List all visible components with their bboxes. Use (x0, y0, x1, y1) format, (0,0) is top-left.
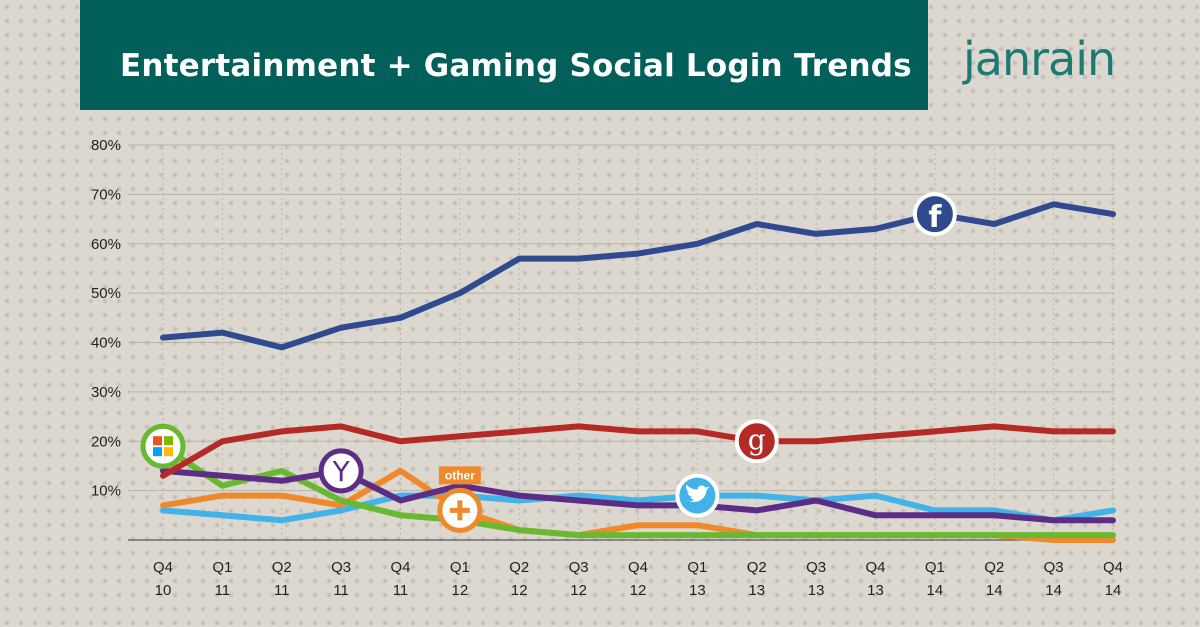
brand-logo: janrain (963, 32, 1116, 86)
facebook-icon: f (912, 192, 957, 237)
x-tick-label-quarter: Q4 (1103, 559, 1123, 576)
x-tick-label-quarter: Q4 (865, 559, 885, 576)
svg-text:other: other (445, 468, 475, 482)
x-tick-label-year: 12 (630, 582, 647, 599)
series-markers: other Yg f (140, 192, 957, 533)
x-tick-label-year: 14 (1105, 582, 1122, 599)
x-tick-label-quarter: Q3 (806, 559, 826, 576)
y-tick-label: 40% (91, 335, 121, 352)
y-tick-label: 50% (91, 285, 121, 302)
x-tick-label-quarter: Q3 (569, 559, 589, 576)
x-tick-label-year: 13 (689, 582, 706, 599)
series-line-facebook (160, 201, 1116, 351)
x-tick-label-year: 13 (867, 582, 884, 599)
svg-text:g: g (748, 423, 766, 456)
x-tick-label-year: 10 (155, 582, 172, 599)
series-label-other: other (438, 466, 481, 485)
x-tick-label-year: 11 (393, 582, 409, 599)
y-tick-label: 10% (91, 483, 121, 500)
series-line-microsoft (160, 443, 1116, 539)
google-icon: g (734, 419, 779, 464)
x-tick-label-quarter: Q2 (272, 559, 292, 576)
x-tick-label-year: 12 (570, 582, 587, 599)
x-tick-label-year: 12 (452, 582, 469, 599)
x-tick-label-year: 11 (333, 582, 349, 599)
x-tick-label-quarter: Q1 (212, 559, 232, 576)
y-tick-label: 30% (91, 384, 121, 401)
x-tick-label-year: 14 (1045, 582, 1062, 599)
x-tick-label-quarter: Q1 (687, 559, 707, 576)
twitter-icon (675, 473, 720, 518)
x-tick-label-quarter: Q2 (509, 559, 529, 576)
y-tick-label: 80% (91, 137, 121, 154)
y-tick-label: 20% (91, 433, 121, 450)
x-tick-label-quarter: Q2 (984, 559, 1004, 576)
x-axis: Q4 10 Q1 11 Q2 11 Q3 11 Q4 11 Q1 12 Q2 12 Q3 12 Q4 12 Q1 13… (153, 559, 1123, 599)
grid (128, 144, 1114, 541)
x-tick-label-quarter: Q4 (628, 559, 648, 576)
x-tick-label-quarter: Q1 (925, 559, 945, 576)
title-banner: Entertainment + Gaming Social Login Tren… (80, 0, 928, 110)
yahoo-icon: Y (318, 448, 364, 494)
x-tick-label-quarter: Q2 (747, 559, 767, 576)
windows-icon (140, 423, 186, 469)
y-tick-label: 70% (91, 186, 121, 203)
x-tick-label-year: 12 (511, 582, 528, 599)
plus-icon: other (437, 466, 483, 533)
x-tick-label-year: 11 (215, 582, 231, 599)
y-tick-label: 60% (91, 236, 121, 253)
y-axis: 80% 70% 60% 50% 40% 30% 20% 10% (91, 137, 121, 500)
x-tick-label-year: 13 (748, 582, 765, 599)
x-tick-label-year: 14 (986, 582, 1003, 599)
x-tick-label-quarter: Q3 (1044, 559, 1064, 576)
x-tick-label-year: 14 (927, 582, 944, 599)
svg-text:Y: Y (332, 455, 351, 488)
svg-text:f: f (928, 200, 942, 235)
x-tick-label-year: 11 (274, 582, 290, 599)
x-tick-label-quarter: Q4 (153, 559, 173, 576)
x-tick-label-quarter: Q3 (331, 559, 351, 576)
x-tick-label-quarter: Q4 (390, 559, 410, 576)
series-line-google (160, 423, 1116, 479)
chart-title: Entertainment + Gaming Social Login Tren… (120, 48, 912, 84)
x-tick-label-year: 13 (808, 582, 825, 599)
x-tick-label-quarter: Q1 (450, 559, 470, 576)
